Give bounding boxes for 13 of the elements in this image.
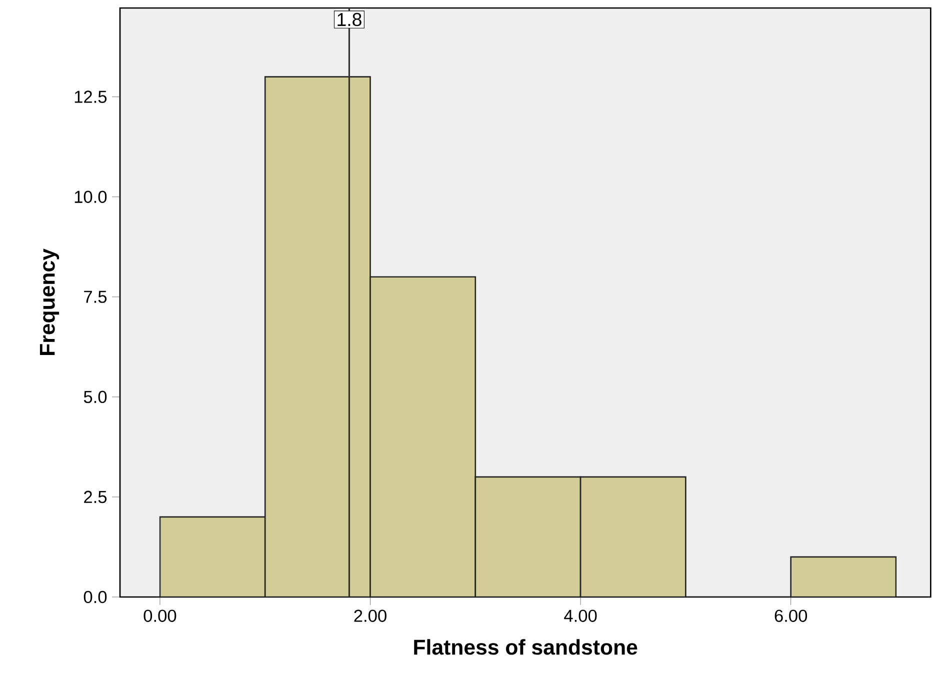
- y-tick-label: 10.0: [74, 190, 107, 203]
- x-tick-label: 4.00: [564, 610, 597, 622]
- y-tick-label: 12.5: [74, 90, 107, 103]
- x-tick-label: 6.00: [774, 610, 808, 622]
- y-tick-label: 5.0: [84, 390, 107, 404]
- y-tick-label: 0.0: [84, 590, 107, 604]
- x-tick-label: 0.00: [144, 610, 176, 622]
- y-axis-title: Frequency: [40, 248, 60, 356]
- y-tick-label: 2.5: [84, 490, 107, 504]
- x-axis-title: Flatness of sandstone: [414, 639, 638, 655]
- ref-line-label: 1.8: [338, 12, 362, 26]
- y-tick-label: 7.5: [84, 290, 107, 303]
- x-tick-label: 2.00: [354, 610, 386, 622]
